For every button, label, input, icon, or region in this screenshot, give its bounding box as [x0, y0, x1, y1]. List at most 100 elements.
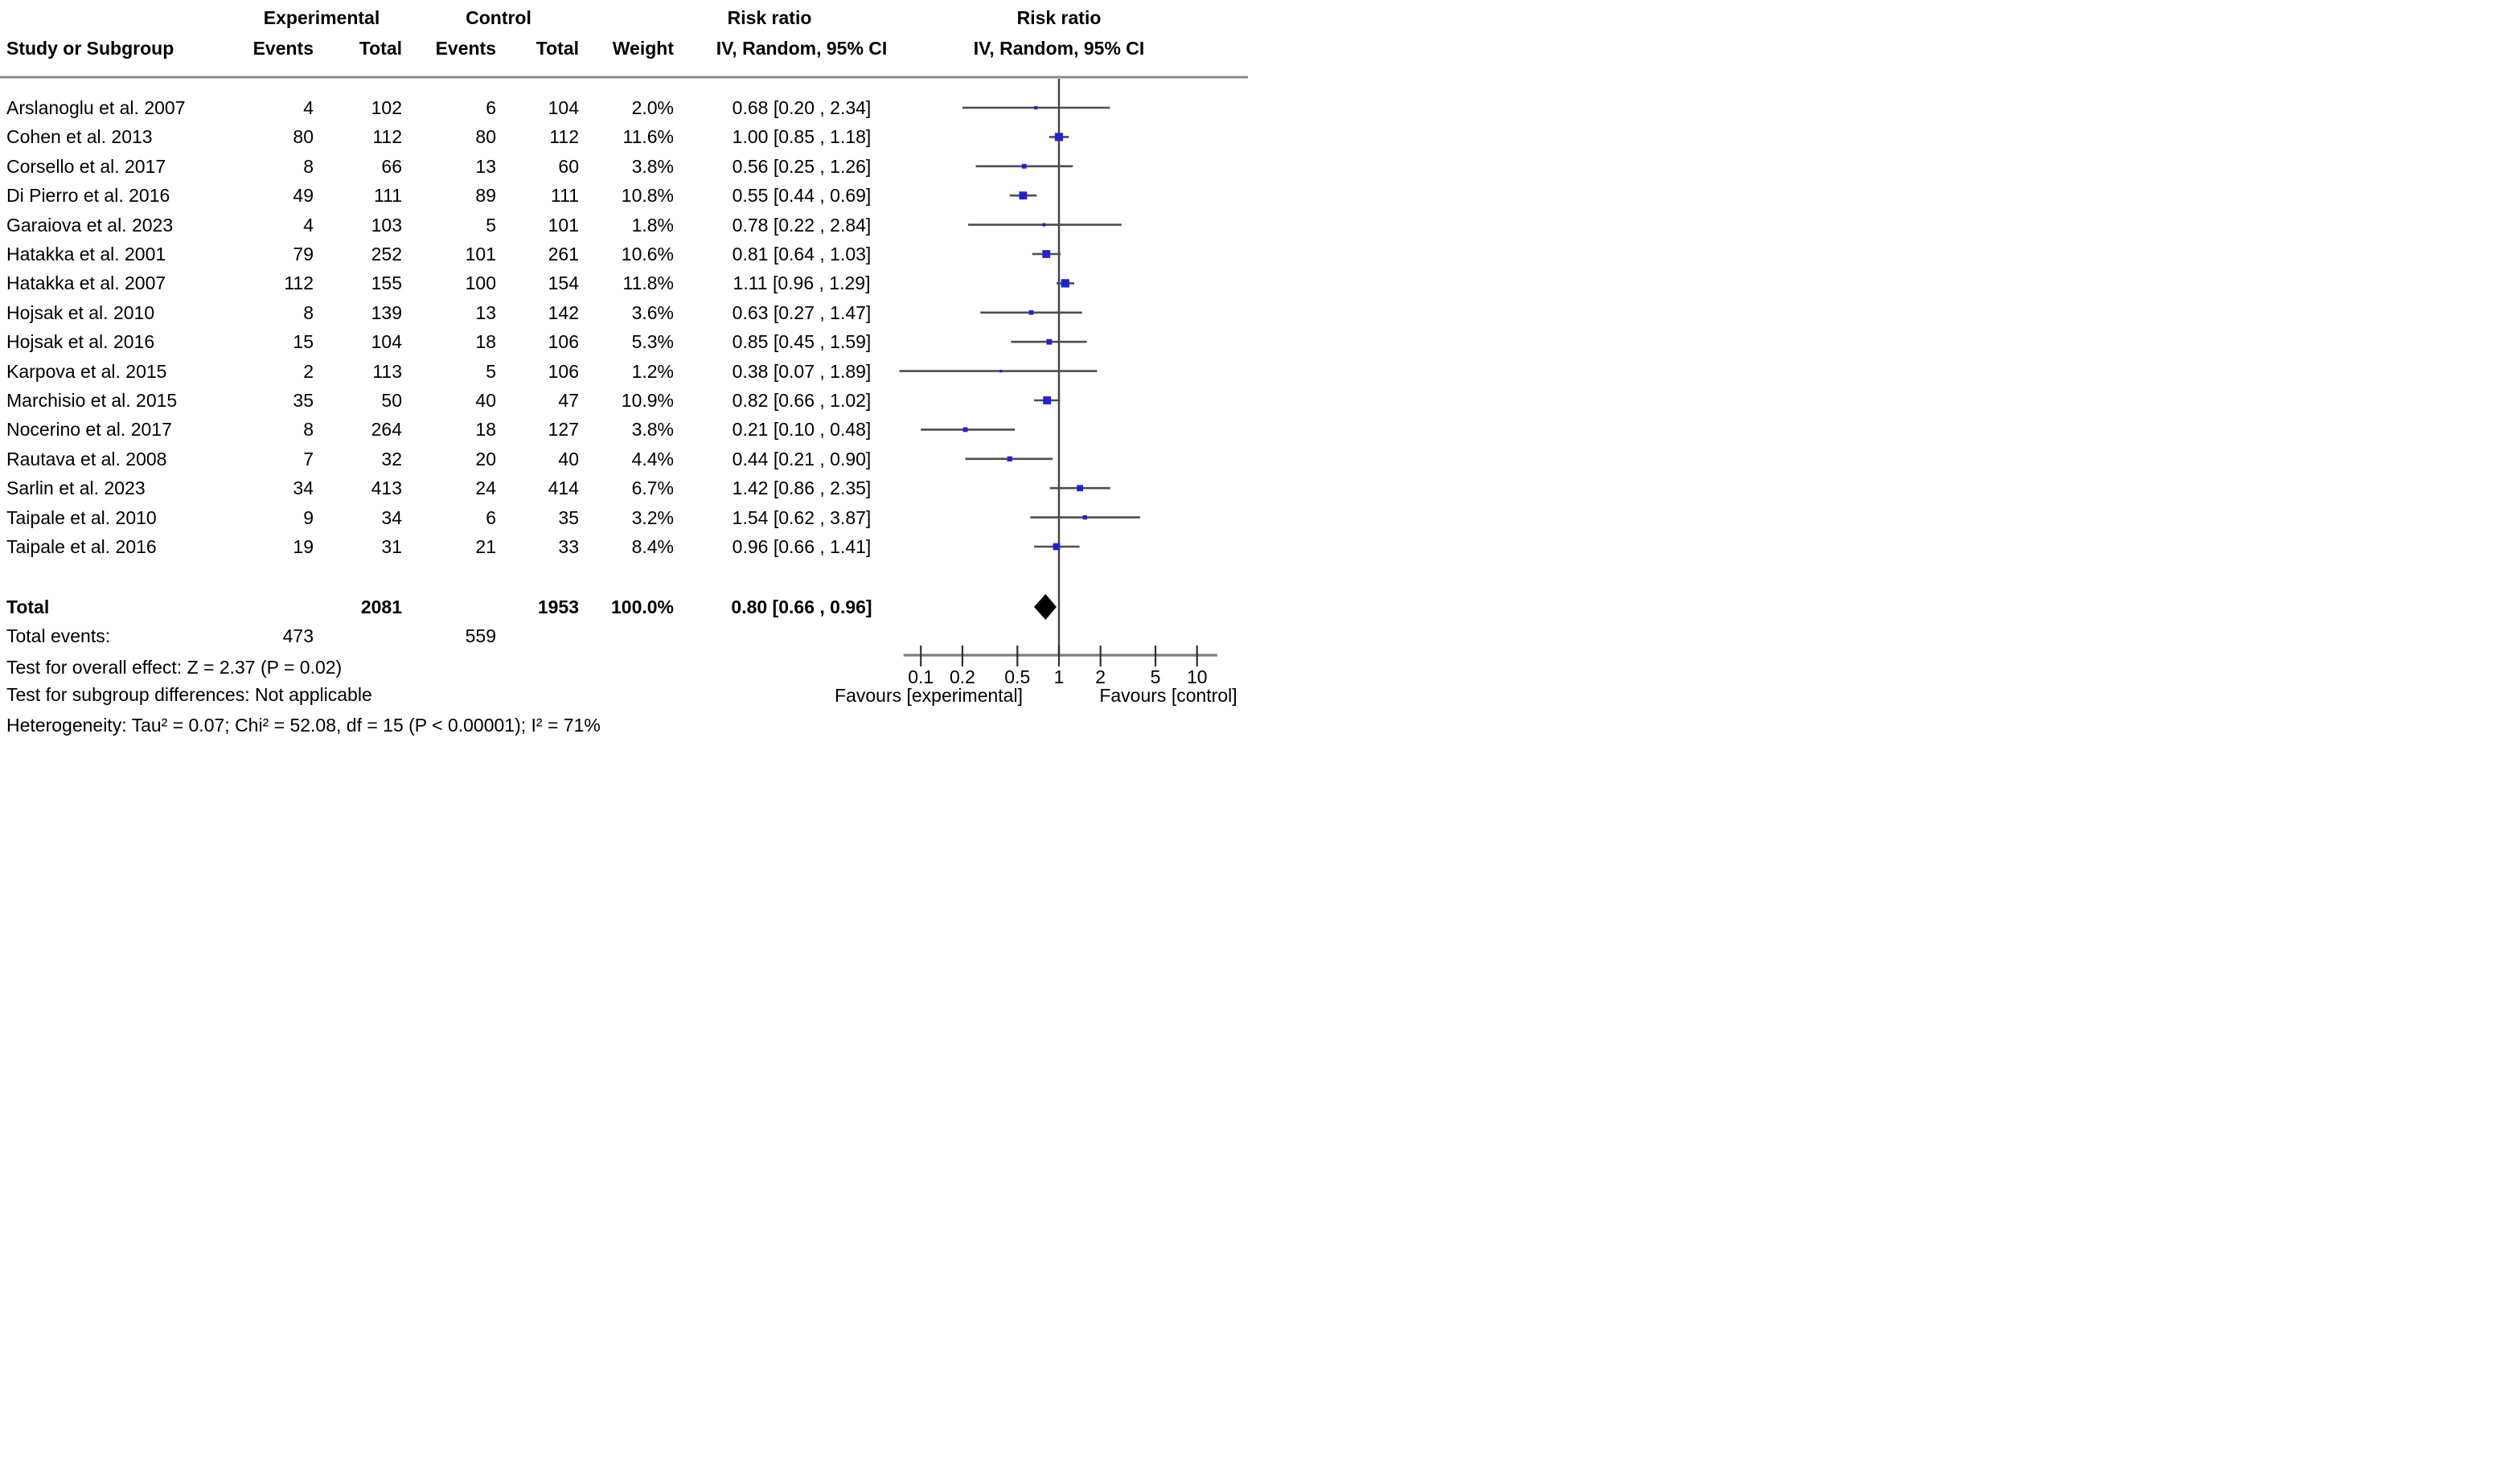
ctrl-events-cell: 6	[486, 506, 496, 528]
weight-cell: 10.9%	[621, 390, 674, 411]
ctrl-events-cell: 6	[486, 97, 496, 118]
ctrl-events-cell: 21	[475, 536, 496, 557]
ctrl-total-cell: 414	[548, 478, 579, 499]
exp-total-cell: 104	[371, 331, 402, 353]
weight-cell: 6.7%	[631, 478, 674, 499]
study-label: Hatakka et al. 2001	[6, 244, 166, 264]
total-events-label: Total events:	[6, 625, 111, 646]
effect-square	[1042, 250, 1051, 258]
ctrl-events-cell: 18	[475, 419, 496, 441]
ctrl-total-cell: 60	[558, 155, 579, 177]
effect-square	[999, 369, 1003, 373]
header-ci-method-plot-col: IV, Random, 95% CI	[973, 38, 1145, 59]
ci-text-cell: 0.81 [0.64 , 1.03]	[732, 244, 872, 264]
ctrl-total-cell: 261	[548, 244, 579, 264]
ci-text-cell: 0.63 [0.27 , 1.47]	[732, 301, 872, 323]
effect-square	[1021, 163, 1027, 169]
effect-square	[1054, 133, 1064, 141]
effect-square	[1028, 310, 1034, 315]
exp-total-cell: 50	[381, 390, 402, 411]
effect-square	[1042, 223, 1046, 227]
ctrl-total-cell: 104	[548, 97, 579, 118]
ctrl-total-cell: 33	[558, 536, 579, 557]
exp-events-cell: 34	[293, 478, 314, 499]
ctrl-events-cell: 100	[465, 273, 496, 294]
total-ctrl-total: 1953	[537, 596, 579, 617]
header-control-group: Control	[466, 7, 531, 28]
total-events-ctrl: 559	[465, 625, 496, 646]
axis-tick-label: 0.1	[908, 666, 934, 687]
footnote-overall-effect: Test for overall effect: Z = 2.37 (P = 0…	[6, 657, 343, 678]
ctrl-events-cell: 101	[465, 244, 496, 264]
ctrl-total-cell: 154	[548, 273, 579, 294]
ci-text-cell: 0.55 [0.44 , 0.69]	[732, 185, 872, 207]
study-label: Rautava et al. 2008	[6, 448, 167, 469]
total-ci-label: 0.80 [0.66 , 0.96]	[731, 596, 872, 617]
header-ctrl-events: Events	[435, 38, 496, 59]
exp-events-cell: 35	[293, 390, 314, 411]
header-risk-ratio-plot-col: Risk ratio	[1016, 7, 1102, 28]
header-risk-ratio-text-col: Risk ratio	[727, 7, 812, 28]
header-ci-method-text-col: IV, Random, 95% CI	[716, 38, 888, 59]
exp-total-cell: 264	[371, 419, 402, 441]
effect-square	[1061, 279, 1069, 288]
study-label: Karpova et al. 2015	[6, 360, 167, 382]
study-label: Cohen et al. 2013	[6, 126, 153, 148]
ctrl-total-cell: 106	[548, 360, 579, 382]
exp-total-cell: 113	[372, 360, 402, 382]
weight-cell: 3.6%	[631, 301, 674, 323]
weight-cell: 11.8%	[622, 273, 674, 294]
ci-text-cell: 1.42 [0.86 , 2.35]	[732, 478, 872, 499]
exp-events-cell: 79	[293, 244, 314, 264]
exp-total-cell: 31	[381, 536, 402, 557]
axis-tick-label: 5	[1151, 666, 1161, 687]
exp-events-cell: 19	[293, 536, 314, 557]
exp-events-cell: 80	[293, 126, 314, 148]
weight-cell: 3.8%	[631, 155, 674, 177]
header-weight: Weight	[612, 38, 674, 59]
weight-cell: 5.3%	[631, 331, 674, 353]
ctrl-total-cell: 112	[549, 126, 579, 148]
axis-tick-label: 1	[1054, 666, 1065, 687]
axis-tick-label: 10	[1187, 666, 1208, 687]
study-label: Sarlin et al. 2023	[6, 478, 146, 499]
ci-text-cell: 1.00 [0.85 , 1.18]	[732, 126, 872, 148]
exp-events-cell: 8	[303, 301, 314, 323]
ctrl-events-cell: 80	[475, 126, 496, 148]
effect-square	[1034, 105, 1038, 110]
weight-cell: 4.4%	[631, 448, 674, 469]
exp-events-cell: 8	[303, 419, 314, 441]
weight-cell: 8.4%	[631, 536, 674, 557]
total-weight: 100.0%	[610, 596, 674, 617]
effect-square	[962, 427, 968, 432]
ci-text-cell: 0.82 [0.66 , 1.02]	[732, 390, 872, 411]
ci-text-cell: 1.54 [0.62 , 3.87]	[732, 506, 872, 528]
ctrl-total-cell: 40	[558, 448, 579, 469]
weight-cell: 3.8%	[631, 419, 674, 441]
ci-text-cell: 0.68 [0.20 , 2.34]	[732, 97, 872, 118]
study-label: Nocerino et al. 2017	[6, 419, 172, 441]
header-study-or-subgroup: Study or Subgroup	[6, 38, 174, 59]
ctrl-events-cell: 20	[475, 448, 496, 469]
exp-total-cell: 252	[371, 244, 402, 264]
study-label: Di Pierro et al. 2016	[6, 185, 170, 207]
forest-plot-canvas: 0.1 0.2 0.5 1 2 5 10 Favours [experimental] Favo…	[0, 76, 1248, 706]
total-exp-total: 2081	[360, 596, 402, 617]
ci-text-cell: 1.11 [0.96 , 1.29]	[732, 273, 871, 294]
weight-cell: 10.6%	[621, 244, 674, 264]
study-label: Taipale et al. 2016	[6, 536, 157, 557]
ctrl-total-cell: 106	[548, 331, 579, 353]
effect-square	[1053, 543, 1061, 551]
exp-events-cell: 49	[293, 185, 314, 207]
exp-total-cell: 102	[371, 97, 402, 118]
ctrl-total-cell: 47	[558, 390, 579, 411]
ctrl-events-cell: 40	[475, 390, 496, 411]
exp-total-cell: 112	[372, 126, 402, 148]
ctrl-total-cell: 142	[548, 301, 579, 323]
ci-text-cell: 0.44 [0.21 , 0.90]	[732, 448, 872, 469]
study-label: Hatakka et al. 2007	[6, 273, 166, 294]
ctrl-events-cell: 5	[486, 360, 496, 382]
effect-square	[1043, 396, 1052, 404]
effect-square	[1046, 338, 1053, 345]
study-label: Arslanoglu et al. 2007	[6, 97, 186, 118]
